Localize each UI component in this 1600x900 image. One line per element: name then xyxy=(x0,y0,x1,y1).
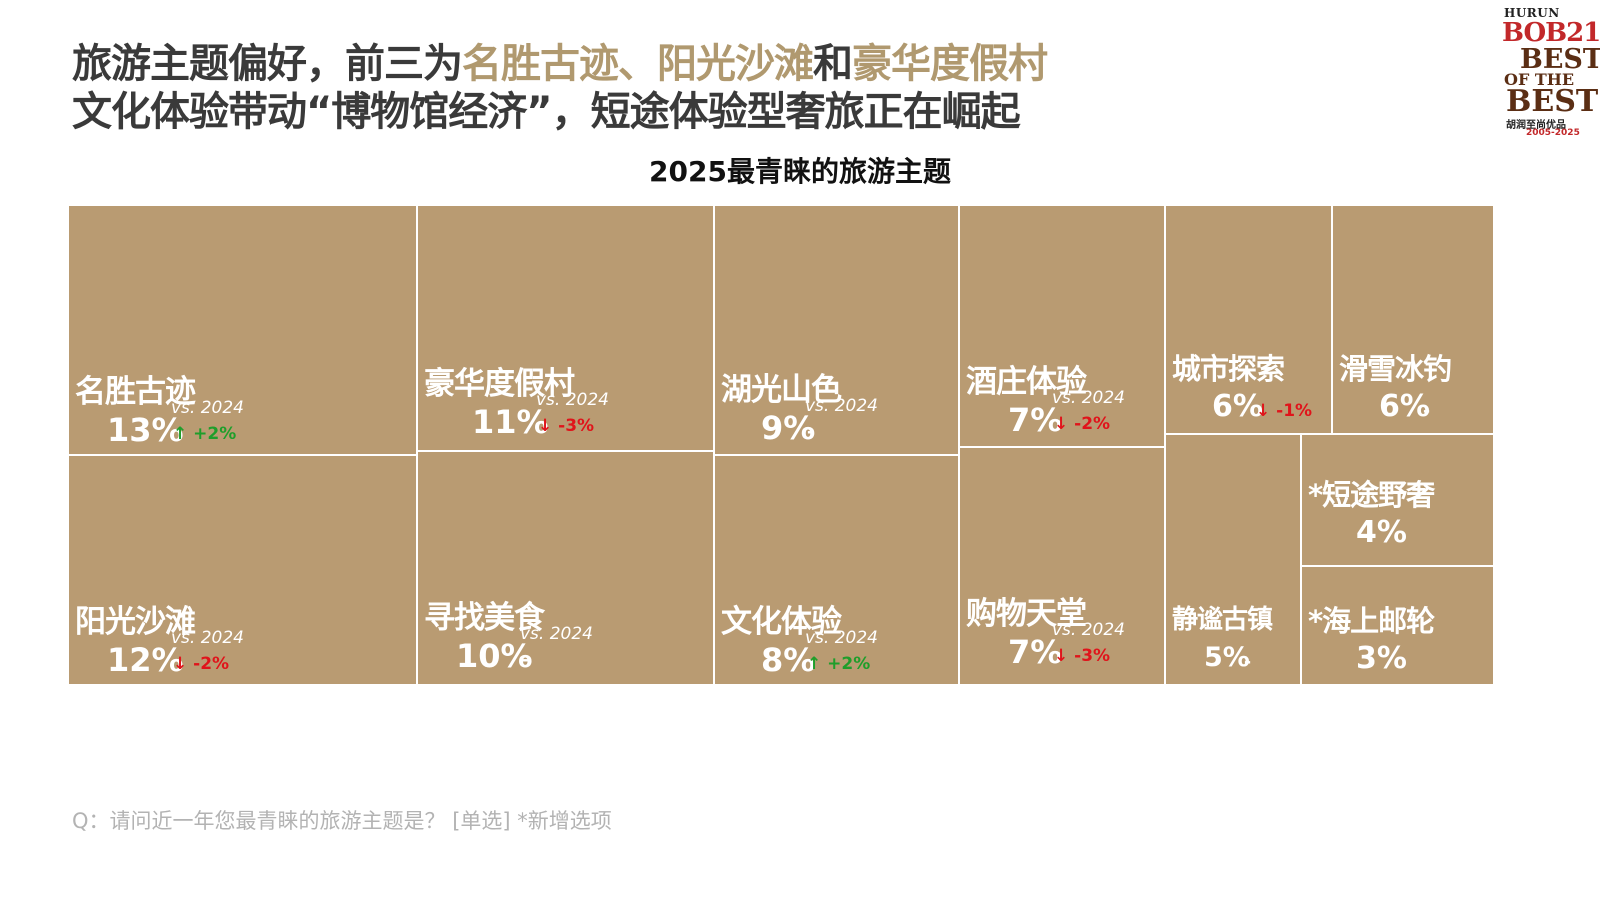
tile-value: 3% xyxy=(1356,641,1407,676)
tile-vs-label: vs. 2024 xyxy=(805,628,878,648)
treemap-tile: 豪华度假村 11% vs. 2024 ↓ -3% xyxy=(417,205,714,451)
treemap-tile: *海上邮轮 3% xyxy=(1301,566,1494,685)
logo-brand: HURUN xyxy=(1504,6,1560,20)
tile-vs-label: vs. 2024 xyxy=(536,390,609,410)
logo-bob: BOB21 xyxy=(1502,18,1600,48)
logo-best-1: BEST xyxy=(1520,44,1600,75)
tile-label: 名胜古迹 xyxy=(75,374,196,410)
headline-seg-2: 名胜古迹、阳光沙滩 xyxy=(462,41,814,87)
tile-label: 豪华度假村 xyxy=(424,366,575,402)
tile-label: 湖光山色 xyxy=(721,372,842,408)
tile-value: 7% xyxy=(1008,633,1063,671)
treemap-tile: 城市探索 6% ↓ -1% xyxy=(1165,205,1332,434)
treemap-tile: *短途野奢 4% xyxy=(1301,434,1494,566)
tile-label: 滑雪冰钓 xyxy=(1339,352,1452,386)
tile-change: - xyxy=(1244,652,1252,672)
tile-vs-label: vs. 2024 xyxy=(1052,388,1125,408)
treemap-tile: 阳光沙滩 12% vs. 2024 ↓ -2% xyxy=(68,455,417,685)
treemap-tile: 寻找美食 10% vs. 2024 - xyxy=(417,451,714,685)
tile-label: 阳光沙滩 xyxy=(75,604,196,640)
tile-value: 8% xyxy=(761,641,816,679)
treemap-tile: 名胜古迹 13% vs. 2024 ↑ +2% xyxy=(68,205,417,455)
tile-vs-label: vs. 2024 xyxy=(171,628,244,648)
tile-value: 13% xyxy=(107,411,184,449)
headline-seg-3: 和 xyxy=(813,41,853,87)
tile-label: *海上邮轮 xyxy=(1308,604,1435,638)
tile-change: ↑ +2% xyxy=(807,654,871,674)
tile-change: - xyxy=(1423,401,1431,421)
tile-value: 6% xyxy=(1379,389,1430,424)
tile-label: 文化体验 xyxy=(721,604,842,640)
logo-years: 2005-2025 xyxy=(1526,128,1580,138)
treemap-tile: 文化体验 8% vs. 2024 ↑ +2% xyxy=(714,455,959,685)
logo-of-the: OF THE xyxy=(1504,70,1575,89)
tile-label: 购物天堂 xyxy=(966,596,1087,632)
logo-cn: 胡润至尚优品 xyxy=(1506,120,1566,131)
tile-vs-label: vs. 2024 xyxy=(805,396,878,416)
tile-value: 11% xyxy=(472,403,549,441)
tile-label: 静谧古镇 xyxy=(1172,605,1273,635)
headline-seg-1: 旅游主题偏好，前三为 xyxy=(72,41,463,87)
tile-value: 7% xyxy=(1008,401,1063,439)
tile-value: 6% xyxy=(1212,389,1263,424)
tile-value: 5% xyxy=(1204,642,1250,673)
tile-value: 4% xyxy=(1356,515,1407,550)
treemap-tile: 滑雪冰钓 6% - xyxy=(1332,205,1494,434)
headline: 旅游主题偏好，前三为名胜古迹、阳光沙滩和豪华度假村 文化体验带动“博物馆经济”，… xyxy=(72,40,1048,136)
headline-line-2: 文化体验带动“博物馆经济”，短途体验型奢旅正在崛起 xyxy=(72,89,1021,135)
tile-change: ↓ -2% xyxy=(1054,414,1111,434)
treemap-tile: 购物天堂 7% vs. 2024 ↓ -3% xyxy=(959,447,1165,685)
treemap-chart: 名胜古迹 13% vs. 2024 ↑ +2% 阳光沙滩 12% vs. 2024 ↓ -2%… xyxy=(68,205,1525,697)
tile-change: - xyxy=(807,422,815,442)
tile-value: 12% xyxy=(107,641,184,679)
tile-vs-label: vs. 2024 xyxy=(520,624,593,644)
tile-label: 酒庄体验 xyxy=(966,364,1087,400)
chart-title: 2025最青睐的旅游主题 xyxy=(649,155,951,188)
tile-change: ↓ -3% xyxy=(538,416,595,436)
headline-seg-4: 豪华度假村 xyxy=(852,41,1048,87)
treemap-tile: 静谧古镇 5% - xyxy=(1165,434,1301,685)
tile-change: ↓ -2% xyxy=(173,654,230,674)
tile-vs-label: vs. 2024 xyxy=(171,398,244,418)
tile-change: ↓ -3% xyxy=(1054,646,1111,666)
tile-change: ↑ +2% xyxy=(173,424,237,444)
tile-value: 10% xyxy=(456,637,533,675)
tile-label: 寻找美食 xyxy=(424,600,545,636)
tile-label: *短途野奢 xyxy=(1308,478,1435,512)
tile-label: 城市探索 xyxy=(1172,352,1285,386)
headline-line-1: 旅游主题偏好，前三为名胜古迹、阳光沙滩和豪华度假村 xyxy=(72,40,1048,88)
logo-best-2: BEST xyxy=(1506,84,1599,119)
tile-change: ↓ -1% xyxy=(1256,401,1313,421)
treemap-tile: 湖光山色 9% vs. 2024 - xyxy=(714,205,959,455)
tile-value: 9% xyxy=(761,409,816,447)
tile-vs-label: vs. 2024 xyxy=(1052,620,1125,640)
hurun-bob-logo: HURUN BOB21 BEST OF THE BEST 胡润至尚优品 2005… xyxy=(1498,6,1600,138)
survey-question-footnote: Q：请问近一年您最青睐的旅游主题是？ [单选] *新增选项 xyxy=(72,809,612,833)
tile-change: - xyxy=(522,650,530,670)
treemap-tile: 酒庄体验 7% vs. 2024 ↓ -2% xyxy=(959,205,1165,447)
